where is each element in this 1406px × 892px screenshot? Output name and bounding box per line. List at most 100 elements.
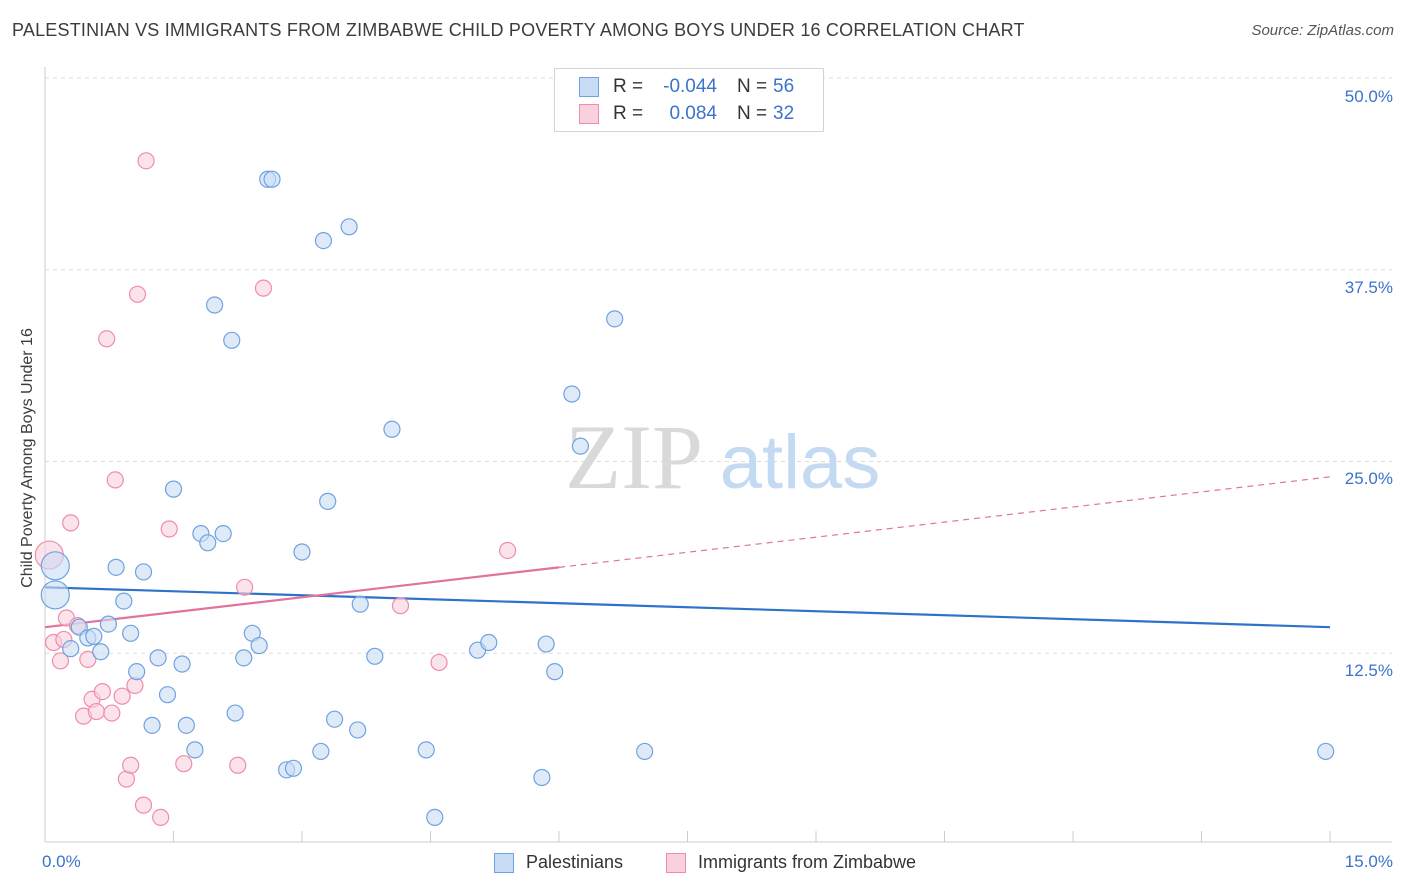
legend-row-zimbabwe: R = 0.084 N = 32 — [579, 103, 794, 125]
point-palestinians — [636, 742, 654, 761]
point-palestinians — [606, 310, 624, 328]
watermark-zip: ZIP — [565, 406, 703, 508]
point-palestinians — [426, 808, 444, 826]
point-zimbabwe — [254, 279, 273, 297]
point-palestinians — [417, 741, 435, 759]
point-zimbabwe — [160, 520, 178, 538]
point-zimbabwe — [103, 704, 121, 722]
point-palestinians — [263, 170, 281, 188]
legend-swatch-pink — [579, 104, 599, 124]
chart-title: PALESTINIAN VS IMMIGRANTS FROM ZIMBABWE … — [12, 20, 1025, 40]
point-palestinians — [40, 551, 70, 581]
point-palestinians — [284, 759, 303, 777]
point-zimbabwe — [134, 796, 153, 814]
point-palestinians — [149, 649, 167, 667]
point-palestinians — [85, 627, 103, 645]
point-palestinians — [177, 716, 195, 734]
trend-lines — [44, 476, 1331, 629]
point-zimbabwe — [391, 597, 410, 615]
point-zimbabwe — [128, 285, 147, 303]
point-palestinians — [533, 768, 551, 787]
point-palestinians — [92, 643, 110, 661]
point-palestinians — [134, 563, 153, 581]
point-palestinians — [99, 615, 117, 633]
y-tick-12-5: 12.5% — [1344, 661, 1393, 680]
point-palestinians — [351, 595, 369, 613]
legend-n-value: 32 — [773, 103, 795, 124]
point-zimbabwe — [122, 756, 140, 774]
point-palestinians — [383, 420, 401, 438]
point-zimbabwe — [51, 652, 70, 670]
point-palestinians — [164, 480, 183, 498]
legend-row-palestinians: R = -0.044 N = 56 — [579, 76, 794, 98]
y-tick-37-5: 37.5% — [1344, 278, 1393, 297]
series-legend-palestinians: Palestinians — [494, 852, 623, 873]
series-legend-zimbabwe: Immigrants from Zimbabwe — [666, 852, 916, 873]
point-palestinians — [546, 663, 564, 681]
point-palestinians — [173, 655, 191, 673]
point-zimbabwe — [499, 541, 517, 560]
point-palestinians — [537, 635, 555, 653]
point-zimbabwe — [87, 702, 106, 721]
point-palestinians — [143, 716, 161, 734]
watermark-atlas: atlas — [720, 420, 881, 505]
legend-swatch-blue — [494, 852, 514, 873]
grid-lines — [45, 77, 1392, 654]
point-palestinians — [250, 636, 268, 655]
legend-r-value: -0.044 — [663, 76, 717, 97]
trend-line-palestinians — [44, 586, 1331, 629]
source-label: Source: ZipAtlas.com — [1251, 22, 1394, 39]
legend-r-label: R = — [613, 103, 644, 124]
legend-r-value: 0.084 — [669, 103, 717, 124]
point-zimbabwe — [229, 756, 247, 774]
point-palestinians — [128, 663, 146, 681]
point-palestinians — [186, 741, 204, 759]
legend-label: Palestinians — [526, 852, 624, 872]
point-zimbabwe — [106, 471, 124, 489]
point-zimbabwe — [79, 650, 97, 668]
legend-label: Immigrants from Zimbabwe — [698, 852, 917, 872]
point-zimbabwe — [98, 330, 116, 348]
point-palestinians — [319, 492, 337, 510]
point-palestinians — [571, 437, 590, 455]
point-palestinians — [226, 704, 244, 722]
point-zimbabwe — [62, 514, 80, 532]
trend-line-zimbabwe-extrapolated — [558, 476, 1331, 568]
legend-swatch-pink — [666, 852, 686, 873]
legend-n-value: 56 — [773, 76, 795, 97]
point-zimbabwe — [113, 687, 131, 705]
point-palestinians — [1317, 742, 1335, 761]
point-palestinians — [312, 742, 330, 761]
point-palestinians — [340, 218, 358, 236]
point-palestinians — [293, 543, 311, 561]
point-zimbabwe — [152, 808, 170, 826]
legend-swatch-blue — [579, 77, 599, 97]
legend-r-label: R = — [613, 76, 644, 97]
watermark: ZIP atlas — [565, 406, 880, 508]
point-palestinians — [199, 534, 217, 552]
point-palestinians — [158, 686, 177, 704]
point-zimbabwe — [93, 682, 111, 701]
point-zimbabwe — [137, 152, 155, 170]
point-palestinians — [223, 331, 241, 349]
legend-n-label: N = — [737, 103, 768, 124]
point-palestinians — [40, 580, 70, 610]
point-zimbabwe — [236, 578, 254, 596]
point-palestinians — [214, 524, 232, 543]
point-palestinians — [563, 385, 581, 403]
point-palestinians — [366, 647, 384, 665]
point-palestinians — [107, 558, 125, 576]
point-palestinians — [314, 232, 333, 250]
point-palestinians — [235, 649, 253, 667]
axes — [44, 67, 1392, 843]
point-palestinians — [122, 624, 140, 642]
data-points — [34, 152, 1335, 826]
y-tick-25: 25.0% — [1344, 469, 1393, 488]
point-zimbabwe — [175, 755, 193, 773]
point-zimbabwe — [430, 653, 448, 672]
trend-line-zimbabwe — [44, 566, 560, 629]
legend-n-label: N = — [737, 76, 768, 97]
point-palestinians — [62, 640, 80, 658]
point-palestinians — [115, 592, 133, 610]
